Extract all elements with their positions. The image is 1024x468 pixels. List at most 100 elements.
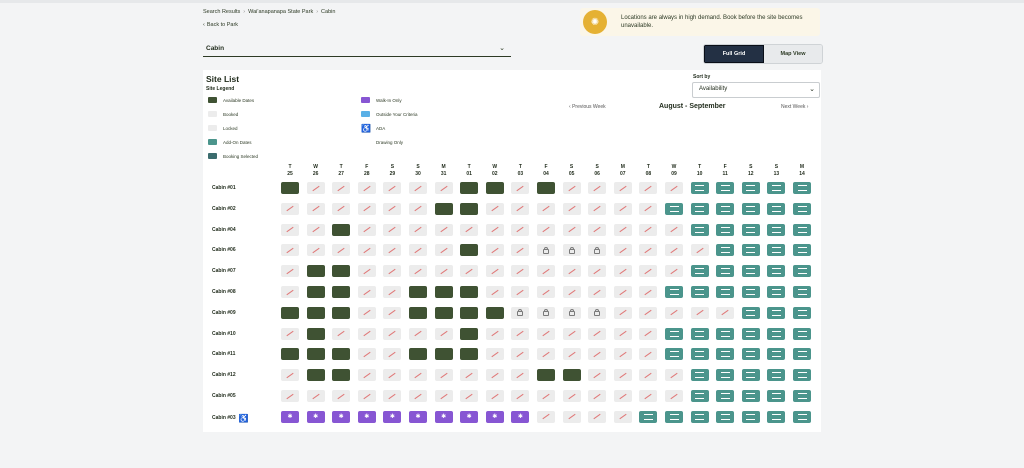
next-week-button[interactable]: Next Week › [781,104,809,110]
date-cell-available[interactable] [434,348,453,361]
date-cell-addon[interactable] [741,390,760,402]
date-cell-addon[interactable] [793,244,811,257]
date-cell-addon[interactable] [665,286,683,298]
date-cell-available[interactable] [306,369,325,382]
date-cell-walkin[interactable]: ✱ [409,410,427,423]
date-cell-walkin[interactable]: ✱ [485,410,504,423]
date-cell-walkin[interactable]: ✱ [306,410,325,423]
date-cell-available[interactable] [409,286,427,298]
date-cell-addon[interactable] [716,327,735,340]
date-cell-available[interactable] [562,369,581,382]
date-cell-addon[interactable] [793,390,811,402]
date-cell-available[interactable] [306,286,325,298]
date-cell-available[interactable] [460,348,479,361]
date-cell-walkin[interactable]: ✱ [511,410,530,423]
date-cell-available[interactable] [306,306,325,319]
date-cell-addon[interactable] [716,390,735,402]
previous-week-button[interactable]: ‹ Previous Week [569,104,606,110]
site-row-label[interactable]: Cabin #10 [212,331,236,337]
site-row-label[interactable]: Cabin #01 [212,185,236,191]
date-cell-addon[interactable] [793,369,811,382]
date-cell-addon[interactable] [741,202,760,215]
date-cell-available[interactable] [460,327,479,340]
date-cell-addon[interactable] [690,182,709,194]
date-cell-addon[interactable] [741,348,760,361]
date-cell-available[interactable] [409,348,427,361]
date-cell-addon[interactable] [793,223,811,236]
date-cell-available[interactable] [332,348,351,361]
date-cell-addon[interactable] [767,202,786,215]
date-cell-walkin[interactable]: ✱ [383,410,402,423]
date-cell-available[interactable] [306,327,325,340]
sort-select[interactable]: Availability ⌄ [692,82,820,98]
date-cell-available[interactable] [332,306,351,319]
date-cell-addon[interactable] [690,223,709,236]
date-cell-available[interactable] [485,182,504,194]
date-cell-addon[interactable] [767,410,786,423]
site-row-label[interactable]: Cabin #08 [212,289,236,295]
breadcrumb-search-results[interactable]: Search Results [203,9,241,15]
date-cell-addon[interactable] [665,202,683,215]
date-cell-walkin[interactable]: ✱ [332,410,351,423]
date-cell-walkin[interactable]: ✱ [460,410,479,423]
date-cell-available[interactable] [460,182,479,194]
date-cell-addon[interactable] [665,410,683,423]
date-cell-addon[interactable] [741,223,760,236]
site-row-label[interactable]: Cabin #09 [212,310,236,316]
date-cell-available[interactable] [281,182,299,194]
date-cell-available[interactable] [460,202,479,215]
date-cell-addon[interactable] [665,348,683,361]
date-cell-addon[interactable] [716,348,735,361]
date-cell-addon[interactable] [741,286,760,298]
date-cell-available[interactable] [332,223,351,236]
date-cell-addon[interactable] [716,369,735,382]
date-cell-available[interactable] [332,265,351,278]
full-grid-button[interactable]: Full Grid [704,45,764,63]
site-row-label[interactable]: Cabin #05 [212,393,236,399]
back-to-park-link[interactable]: ‹ Back to Park [203,22,238,28]
site-row-label[interactable]: Cabin #06 [212,247,236,253]
date-cell-addon[interactable] [793,306,811,319]
date-cell-addon[interactable] [716,265,735,278]
date-cell-available[interactable] [460,306,479,319]
date-cell-addon[interactable] [690,390,709,402]
date-cell-available[interactable] [434,306,453,319]
date-cell-addon[interactable] [767,327,786,340]
date-cell-available[interactable] [537,369,555,382]
date-cell-available[interactable] [460,244,479,257]
map-view-button[interactable]: Map View [764,45,822,63]
date-cell-available[interactable] [306,348,325,361]
date-cell-addon[interactable] [716,223,735,236]
date-cell-addon[interactable] [793,348,811,361]
date-cell-available[interactable] [434,286,453,298]
date-cell-available[interactable] [281,348,299,361]
date-cell-available[interactable] [409,306,427,319]
date-cell-addon[interactable] [741,244,760,257]
date-cell-available[interactable] [332,286,351,298]
date-cell-addon[interactable] [639,410,658,423]
date-cell-addon[interactable] [741,182,760,194]
date-cell-addon[interactable] [716,182,735,194]
date-cell-walkin[interactable]: ✱ [357,410,376,423]
date-cell-addon[interactable] [793,265,811,278]
date-cell-addon[interactable] [690,369,709,382]
date-cell-addon[interactable] [690,327,709,340]
date-cell-addon[interactable] [716,244,735,257]
facility-dropdown[interactable]: Cabin ⌄ [203,42,511,57]
date-cell-addon[interactable] [665,327,683,340]
date-cell-addon[interactable] [741,410,760,423]
date-cell-walkin[interactable]: ✱ [434,410,453,423]
date-cell-addon[interactable] [741,306,760,319]
site-row-label[interactable]: Cabin #07 [212,268,236,274]
date-cell-addon[interactable] [767,244,786,257]
date-cell-available[interactable] [434,202,453,215]
date-cell-addon[interactable] [690,410,709,423]
date-cell-available[interactable] [537,182,555,194]
date-cell-available[interactable] [460,286,479,298]
date-cell-available[interactable] [281,306,299,319]
date-cell-addon[interactable] [716,410,735,423]
date-cell-addon[interactable] [690,202,709,215]
date-cell-available[interactable] [485,306,504,319]
date-cell-addon[interactable] [767,265,786,278]
date-cell-available[interactable] [332,369,351,382]
